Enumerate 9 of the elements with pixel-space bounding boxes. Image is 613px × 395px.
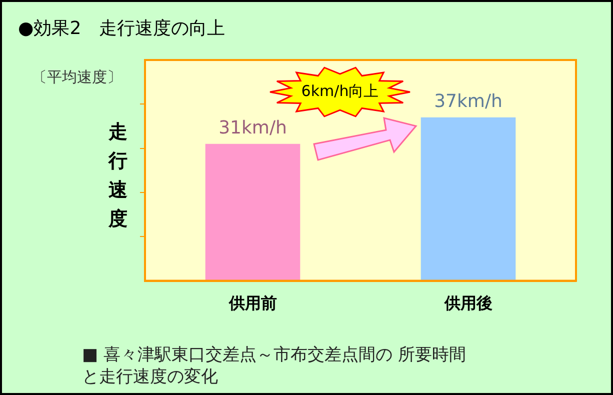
- text: ■ 喜々津駅東口交差点～市布交差点間の 所要時間と走行速度の変化: [82, 344, 467, 388]
- y-axis-title: 走行速度: [107, 120, 128, 232]
- text: 〔平均速度〕: [32, 68, 122, 87]
- x-tick-label: 供用前: [228, 294, 277, 313]
- annotation: 6km/h向上: [300, 82, 380, 101]
- chart-title: ●効果2 走行速度の向上: [18, 17, 226, 40]
- data-label: 31km/h: [218, 118, 287, 139]
- x-tick-label: 供用後: [443, 294, 492, 313]
- data-label: 37km/h: [434, 91, 502, 112]
